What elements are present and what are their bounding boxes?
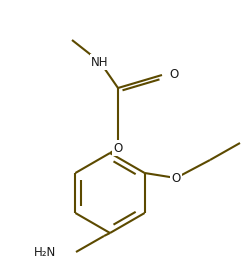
Text: O: O [171,171,181,185]
Text: O: O [113,141,123,155]
Text: H₂N: H₂N [34,246,56,258]
Text: O: O [169,68,178,81]
Text: NH: NH [91,56,109,68]
